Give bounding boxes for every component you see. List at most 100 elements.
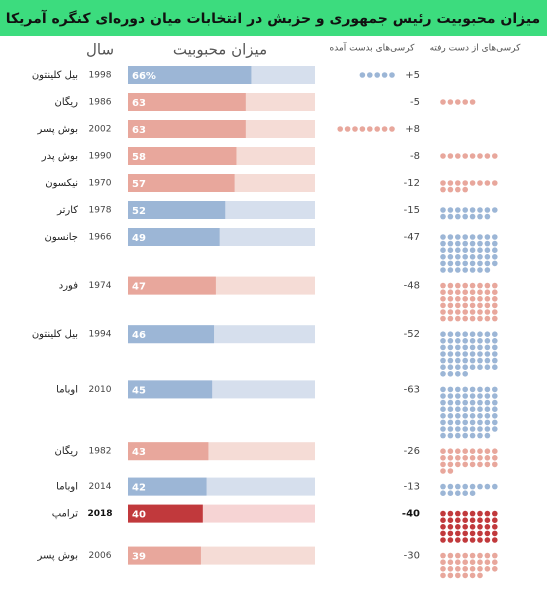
seat-dot [440, 399, 446, 406]
seat-dot [447, 153, 454, 159]
seat-dot [484, 267, 491, 273]
seat-dot [492, 234, 498, 240]
seat-dot [462, 566, 469, 572]
seat-dot [484, 282, 491, 289]
seat-dot [484, 406, 491, 413]
seat-dot [440, 559, 446, 565]
seat-dot [455, 153, 461, 159]
bar [128, 120, 246, 138]
seat-dot [492, 338, 498, 344]
seat-dot [447, 483, 454, 490]
seat-dot [455, 455, 461, 461]
seat-dot [469, 331, 476, 338]
seat-dot [440, 572, 446, 579]
seat-dot [440, 99, 446, 105]
seat-dot [477, 180, 483, 186]
seat-dot [469, 455, 476, 461]
seat-dot [492, 530, 498, 537]
seat-dot [455, 213, 461, 220]
seat-dot [440, 357, 446, 364]
seat-label: -26 [404, 446, 420, 457]
seat-dot [447, 351, 454, 357]
seat-dot [462, 240, 469, 247]
bar [128, 276, 216, 295]
name-label: ترامپ [52, 509, 78, 520]
seat-dot [447, 240, 454, 247]
seat-dot [492, 331, 498, 338]
seat-dot [447, 371, 454, 377]
seat-dot [469, 448, 476, 455]
year-label: 2002 [89, 125, 112, 135]
seat-dot [440, 524, 446, 530]
seat-dot [462, 432, 469, 439]
seat-dot [469, 537, 476, 543]
seat-dot [440, 267, 446, 273]
seat-dot [477, 207, 483, 213]
seat-dot [492, 260, 498, 267]
seat-dot [455, 247, 461, 253]
seat-dot [469, 490, 476, 497]
seat-dot [462, 302, 469, 309]
seat-dot [455, 344, 461, 351]
seat-dot [440, 510, 446, 517]
seat-dot [477, 426, 483, 432]
seat-dot [462, 315, 469, 322]
seat-dot [455, 260, 461, 267]
seat-dot [462, 247, 469, 253]
seat-dot [455, 393, 461, 399]
seat-dot [440, 490, 446, 497]
name-label: ریگان [54, 445, 78, 457]
seat-dot [440, 296, 446, 302]
seat-dot [447, 406, 454, 413]
seat-dot [469, 530, 476, 537]
seat-dot [477, 351, 483, 357]
name-label: جانسون [45, 232, 78, 243]
seat-dot [477, 572, 483, 579]
seat-dot [440, 260, 446, 267]
seat-dot [469, 180, 476, 186]
name-label: کارتر [56, 205, 78, 216]
seat-dot [477, 483, 483, 490]
seat-dot [469, 338, 476, 344]
seat-dot [477, 331, 483, 338]
seat-dot [447, 413, 454, 419]
seat-dot [492, 537, 498, 543]
seat-dot [447, 566, 454, 572]
seat-dot [484, 247, 491, 253]
year-label: 2010 [89, 385, 112, 395]
bar [128, 66, 252, 84]
year-label: 1990 [89, 152, 112, 162]
seat-dot [381, 126, 388, 132]
seat-dot [462, 99, 469, 105]
year-label: 1978 [89, 206, 112, 216]
bar-label: 49 [132, 233, 146, 244]
chart-title: میزان محبوبیت رئیس جمهوری و حزبش در انتخ… [6, 9, 540, 27]
seat-dot [477, 432, 483, 439]
seat-dot [447, 559, 454, 565]
seat-dot [477, 289, 483, 296]
seat-dot [344, 126, 351, 132]
seat-dot [440, 309, 446, 315]
seat-dot [484, 386, 491, 393]
seat-dot [447, 461, 454, 468]
seat-dot [492, 419, 498, 426]
bar [128, 93, 246, 111]
seat-dot [462, 419, 469, 426]
seat-dot [477, 552, 483, 559]
seat-dot [484, 399, 491, 406]
seat-dot [440, 302, 446, 309]
bar-label: 43 [132, 447, 146, 458]
seat-dot [447, 289, 454, 296]
seat-dot [455, 399, 461, 406]
seat-dot [484, 530, 491, 537]
seat-dot [440, 483, 446, 490]
seat-dot [455, 289, 461, 296]
seat-dot [492, 296, 498, 302]
year-label: 2014 [89, 482, 112, 492]
seat-dot [440, 406, 446, 413]
seat-dot [469, 302, 476, 309]
seat-dot [440, 386, 446, 393]
seat-dot [455, 357, 461, 364]
seat-dot [447, 468, 454, 474]
year-label: 1994 [89, 330, 112, 340]
